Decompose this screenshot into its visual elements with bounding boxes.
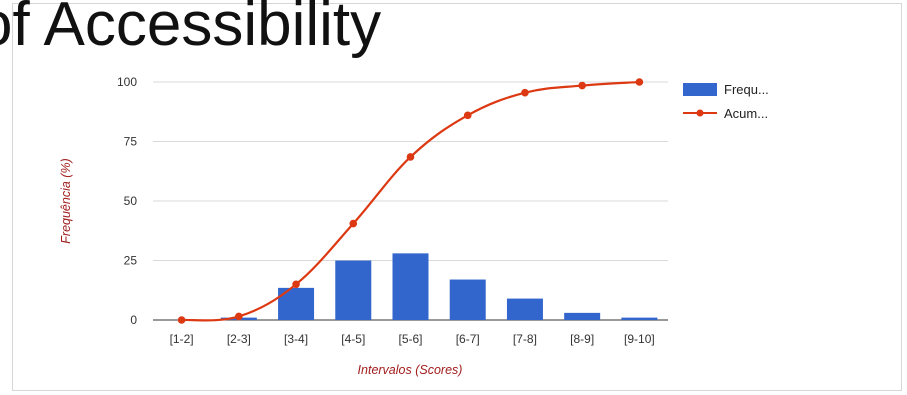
bar-6 [506, 298, 543, 320]
cumulative-point-4 [406, 153, 415, 161]
cumulative-point-5 [463, 111, 472, 120]
chart-frame [12, 3, 902, 391]
x-tick-label-4: [5-6] [398, 332, 422, 346]
y-tick-labels: 0 25 50 75 100 [117, 75, 137, 327]
x-tick-label-5: [6-7] [456, 332, 480, 346]
slide-title: of Accessibility [0, 0, 382, 59]
bar-8 [621, 317, 658, 320]
cumulative-point-6 [521, 88, 529, 97]
x-tick-label-6: [7-8] [513, 332, 537, 346]
cumulative-point-8 [635, 78, 644, 86]
x-tick-label-0: [1-2] [170, 332, 194, 346]
legend-label-frequency: Frequ... [724, 82, 769, 97]
x-tick-labels: [1-2] [2-3] [3-4] [4-5] [5-6] [6-7] [7-8] [8-9]… [170, 332, 655, 346]
legend-swatch-frequency [683, 83, 717, 96]
y-tick-label-100: 100 [117, 75, 137, 89]
x-tick-label-7: [8-9] [570, 332, 594, 346]
x-axis-title: Intervalos (Scores) [358, 363, 463, 377]
bars [220, 253, 658, 320]
legend: Frequ... Acum... [683, 82, 769, 121]
cumulative-point-1 [235, 312, 243, 321]
cumulative-point-0 [177, 316, 186, 324]
y-tick-label-25: 25 [124, 254, 138, 268]
bar-3 [335, 260, 372, 320]
cumulative-point-7 [578, 81, 586, 90]
y-tick-label-75: 75 [124, 135, 138, 149]
y-tick-label-0: 0 [130, 313, 137, 327]
x-tick-label-2: [3-4] [284, 332, 308, 346]
x-tick-label-1: [2-3] [227, 332, 251, 346]
cumulative-line-path [181, 80, 640, 322]
bar-5 [449, 279, 486, 320]
x-tick-label-8: [9-10] [624, 332, 655, 346]
legend-swatch-cumulative-dot [696, 109, 704, 117]
bar-7 [564, 312, 601, 320]
y-tick-label-50: 50 [124, 194, 138, 208]
legend-label-cumulative: Acum... [724, 106, 768, 121]
y-axis-title: Frequência (%) [59, 158, 73, 243]
cumulative-line [177, 78, 644, 324]
bar-4 [392, 253, 429, 320]
cumulative-point-3 [349, 219, 358, 228]
x-tick-label-3: [4-5] [341, 332, 365, 346]
cumulative-point-2 [292, 280, 300, 289]
